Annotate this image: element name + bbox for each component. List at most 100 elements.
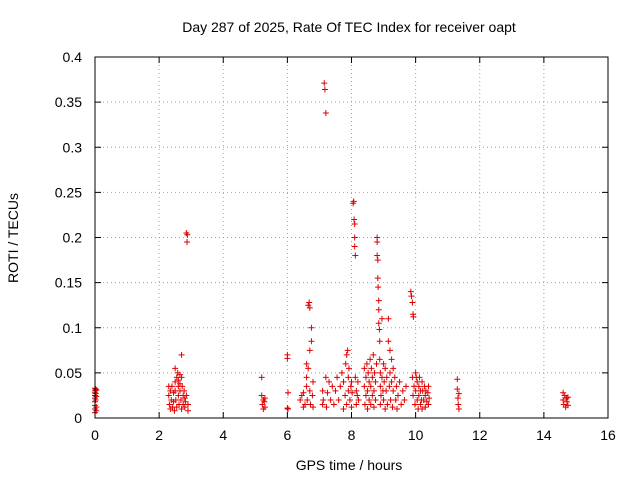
data-point bbox=[370, 404, 377, 411]
data-point bbox=[409, 299, 416, 306]
data-point bbox=[351, 234, 358, 241]
data-point bbox=[346, 396, 353, 403]
data-point bbox=[181, 404, 188, 411]
x-tick-label: 2 bbox=[155, 427, 163, 443]
data-point bbox=[344, 347, 351, 354]
data-point bbox=[381, 378, 388, 385]
data-point bbox=[324, 389, 331, 396]
data-point bbox=[377, 401, 384, 408]
data-point bbox=[343, 401, 350, 408]
data-point bbox=[303, 360, 310, 367]
data-point bbox=[93, 393, 100, 400]
data-point bbox=[415, 392, 422, 399]
data-point bbox=[310, 378, 317, 385]
data-point bbox=[345, 387, 352, 394]
data-point bbox=[391, 374, 398, 381]
data-point bbox=[327, 396, 334, 403]
data-point bbox=[422, 392, 429, 399]
data-point bbox=[184, 407, 191, 414]
data-point bbox=[399, 387, 406, 394]
data-point bbox=[454, 386, 461, 393]
data-point bbox=[361, 365, 368, 372]
data-point bbox=[310, 404, 317, 411]
data-point bbox=[454, 395, 461, 402]
x-axis-ticks: 0 2 4 6 8 10 12 14 16 bbox=[91, 57, 616, 443]
data-point bbox=[353, 387, 360, 394]
data-point bbox=[383, 387, 390, 394]
y-tick-label: 0.05 bbox=[55, 365, 82, 381]
data-point bbox=[340, 405, 347, 412]
data-point bbox=[172, 396, 179, 403]
data-point bbox=[172, 378, 179, 385]
data-point bbox=[563, 398, 570, 405]
data-point bbox=[377, 369, 384, 376]
data-point bbox=[364, 387, 371, 394]
data-point bbox=[382, 365, 389, 372]
data-point bbox=[332, 387, 339, 394]
data-point bbox=[330, 401, 337, 408]
data-point bbox=[93, 407, 100, 414]
y-tick-label: 0.3 bbox=[63, 139, 83, 155]
data-point bbox=[261, 404, 268, 411]
data-point bbox=[306, 347, 313, 354]
data-point bbox=[172, 365, 179, 372]
data-point bbox=[370, 351, 377, 358]
data-point bbox=[93, 387, 100, 394]
data-point bbox=[285, 389, 292, 396]
data-point bbox=[171, 407, 178, 414]
data-point bbox=[351, 243, 358, 250]
data-point bbox=[393, 383, 400, 390]
data-point bbox=[306, 304, 313, 311]
y-tick-label: 0.15 bbox=[55, 275, 82, 291]
data-point bbox=[184, 401, 191, 408]
data-point bbox=[369, 392, 376, 399]
data-point bbox=[384, 401, 391, 408]
data-point bbox=[367, 401, 374, 408]
data-point bbox=[92, 390, 99, 397]
data-point bbox=[319, 387, 326, 394]
data-point bbox=[178, 405, 185, 412]
data-point bbox=[408, 293, 415, 300]
data-point bbox=[411, 401, 418, 408]
data-point bbox=[354, 378, 361, 385]
y-tick-label: 0.4 bbox=[63, 49, 83, 65]
data-point bbox=[370, 387, 377, 394]
data-point bbox=[394, 392, 401, 399]
y-axis-label: ROTI / TECUs bbox=[5, 193, 21, 283]
data-point bbox=[178, 351, 185, 358]
data-point bbox=[376, 356, 383, 363]
data-point bbox=[258, 392, 265, 399]
data-point bbox=[394, 405, 401, 412]
data-point bbox=[349, 389, 356, 396]
x-tick-label: 12 bbox=[472, 427, 488, 443]
x-tick-label: 4 bbox=[219, 427, 227, 443]
data-point bbox=[308, 338, 315, 345]
data-point bbox=[376, 326, 383, 333]
data-point bbox=[355, 396, 362, 403]
data-point bbox=[175, 377, 182, 384]
data-point bbox=[303, 383, 310, 390]
data-point bbox=[377, 383, 384, 390]
data-point bbox=[305, 365, 312, 372]
data-point bbox=[385, 315, 392, 322]
data-point bbox=[422, 404, 429, 411]
data-point bbox=[166, 401, 173, 408]
data-point bbox=[378, 315, 385, 322]
data-point bbox=[365, 369, 372, 376]
data-point bbox=[351, 220, 358, 227]
data-point bbox=[348, 378, 355, 385]
data-point bbox=[375, 306, 382, 313]
data-point bbox=[261, 398, 268, 405]
data-point bbox=[389, 404, 396, 411]
data-point bbox=[374, 252, 381, 259]
y-tick-label: 0 bbox=[74, 410, 82, 426]
data-point bbox=[306, 299, 313, 306]
data-point bbox=[564, 394, 571, 401]
data-point bbox=[419, 378, 426, 385]
data-point bbox=[403, 383, 410, 390]
data-point bbox=[373, 360, 380, 367]
data-point bbox=[284, 355, 291, 362]
data-point bbox=[383, 374, 390, 381]
data-point bbox=[184, 239, 191, 246]
data-point bbox=[361, 383, 368, 390]
